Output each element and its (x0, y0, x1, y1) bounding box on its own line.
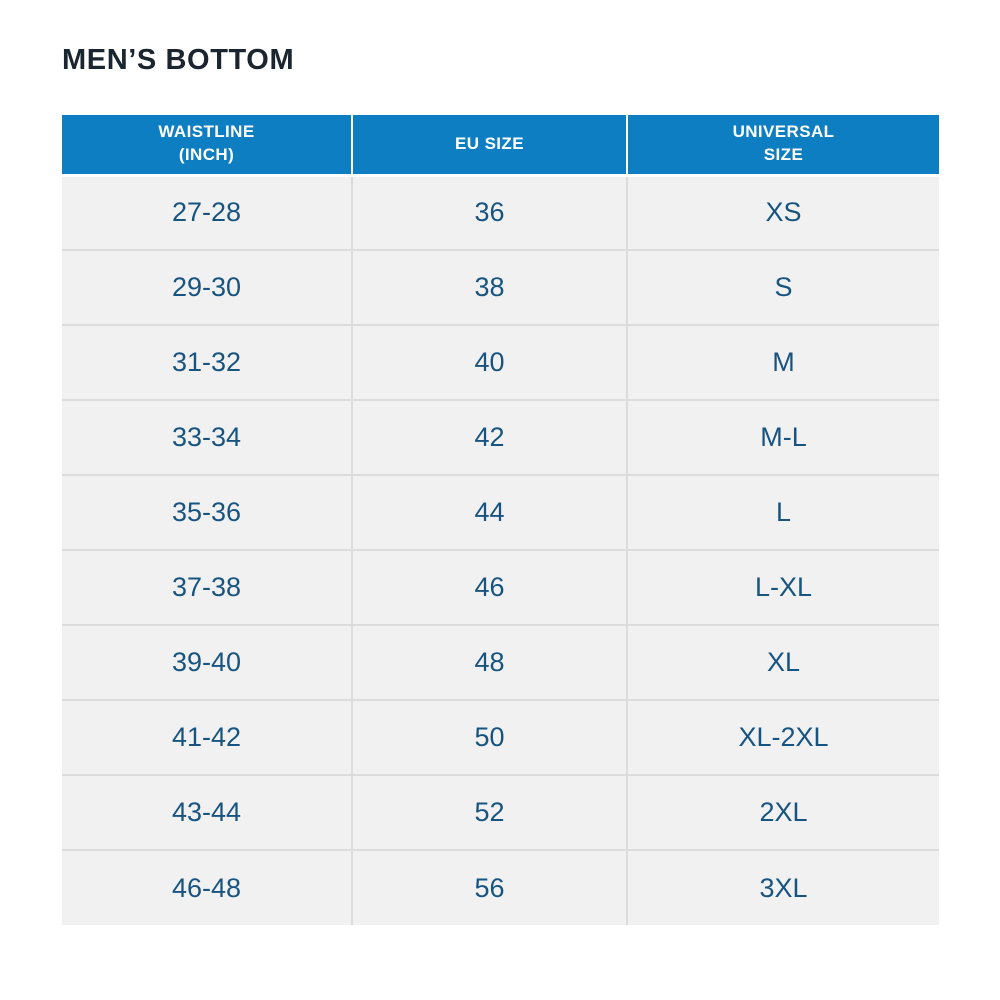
page-title: MEN’S BOTTOM (62, 44, 295, 76)
table-cell-eu-size: 40 (352, 325, 628, 401)
table-cell-eu-size: 48 (352, 625, 628, 701)
column-header-eu-size: EU SIZE (352, 115, 628, 177)
table-cell-universal-size: XS (627, 175, 939, 251)
table-cell-eu-size: 46 (352, 550, 628, 626)
table-cell-universal-size: L (627, 475, 939, 551)
table-cell-universal-size: M (627, 325, 939, 401)
table-row: 31-32 40 M (62, 325, 939, 401)
table-cell-eu-size: 38 (352, 250, 628, 326)
table-cell-eu-size: 50 (352, 700, 628, 776)
table-row: 46-48 56 3XL (62, 850, 939, 925)
table-cell-eu-size: 44 (352, 475, 628, 551)
table-cell-waistline: 35-36 (62, 475, 353, 551)
table-cell-universal-size: XL-2XL (627, 700, 939, 776)
table-cell-waistline: 43-44 (62, 775, 353, 851)
table-row: 33-34 42 M-L (62, 400, 939, 476)
table-header: WAISTLINE (INCH) EU SIZE UNIVERSAL SIZE (62, 115, 939, 177)
table-cell-waistline: 27-28 (62, 175, 353, 251)
table-cell-universal-size: 3XL (627, 850, 939, 925)
table-cell-universal-size: L-XL (627, 550, 939, 626)
table-cell-waistline: 41-42 (62, 700, 353, 776)
size-chart-table: WAISTLINE (INCH) EU SIZE UNIVERSAL SIZE 27… (62, 115, 939, 925)
table-cell-eu-size: 52 (352, 775, 628, 851)
column-header-waistline: WAISTLINE (INCH) (62, 115, 353, 177)
table-cell-waistline: 33-34 (62, 400, 353, 476)
table-header-row: WAISTLINE (INCH) EU SIZE UNIVERSAL SIZE (62, 115, 939, 177)
table-row: 39-40 48 XL (62, 625, 939, 701)
table-row: 37-38 46 L-XL (62, 550, 939, 626)
table-row: 35-36 44 L (62, 475, 939, 551)
table-row: 43-44 52 2XL (62, 775, 939, 851)
table-cell-universal-size: M-L (627, 400, 939, 476)
table-cell-waistline: 31-32 (62, 325, 353, 401)
table-cell-eu-size: 56 (352, 850, 628, 925)
table-body: 27-28 36 XS 29-30 38 S 31-32 40 M 33-34 42 M-L 35-36… (62, 175, 939, 925)
table-cell-waistline: 29-30 (62, 250, 353, 326)
table-cell-waistline: 39-40 (62, 625, 353, 701)
table-row: 27-28 36 XS (62, 175, 939, 251)
table-cell-universal-size: 2XL (627, 775, 939, 851)
table-row: 41-42 50 XL-2XL (62, 700, 939, 776)
table-row: 29-30 38 S (62, 250, 939, 326)
table-cell-universal-size: S (627, 250, 939, 326)
table-cell-waistline: 37-38 (62, 550, 353, 626)
table-cell-eu-size: 36 (352, 175, 628, 251)
column-header-universal-size: UNIVERSAL SIZE (627, 115, 939, 177)
table-cell-eu-size: 42 (352, 400, 628, 476)
table-cell-waistline: 46-48 (62, 850, 353, 925)
table-cell-universal-size: XL (627, 625, 939, 701)
